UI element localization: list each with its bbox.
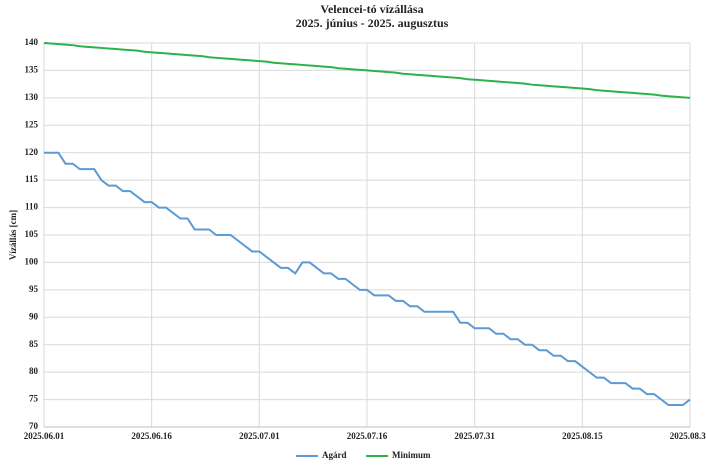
y-tick-label: 70 <box>29 421 39 431</box>
y-tick-label: 95 <box>29 284 39 294</box>
y-tick-label: 135 <box>25 64 39 74</box>
y-tick-label: 120 <box>25 147 39 157</box>
line-series <box>44 151 691 407</box>
legend-label: Minimum <box>392 450 431 460</box>
y-tick-label: 110 <box>25 202 39 212</box>
x-tick-label: 2025.07.01 <box>239 431 280 441</box>
chart-subtitle: 2025. június - 2025. augusztus <box>296 16 449 30</box>
x-tick-label: 2025.07.31 <box>454 431 495 441</box>
x-tick-label: 2025.07.16 <box>347 431 388 441</box>
line-series <box>43 42 691 99</box>
y-tick-label: 80 <box>29 366 39 376</box>
y-tick-label: 130 <box>25 92 39 102</box>
y-tick-label: 85 <box>29 339 39 349</box>
legend-label: Agárd <box>322 450 347 460</box>
y-tick-label: 105 <box>25 229 39 239</box>
chart-title: Velencei-tó vízállása <box>320 2 423 16</box>
x-tick-label: 2025.06.16 <box>131 431 172 441</box>
x-tick-label: 2025.08.15 <box>562 431 603 441</box>
x-tick-label: 2025.08.30 <box>670 431 706 441</box>
y-tick-label: 125 <box>25 119 39 129</box>
x-tick-label: 2025.06.01 <box>24 431 65 441</box>
y-tick-label: 140 <box>25 37 39 47</box>
y-tick-label: 100 <box>25 256 39 266</box>
y-tick-label: 90 <box>29 311 39 321</box>
y-tick-label: 115 <box>25 174 39 184</box>
y-tick-label: 75 <box>29 394 39 404</box>
y-axis-label: Vízállás [cm] <box>8 210 18 260</box>
